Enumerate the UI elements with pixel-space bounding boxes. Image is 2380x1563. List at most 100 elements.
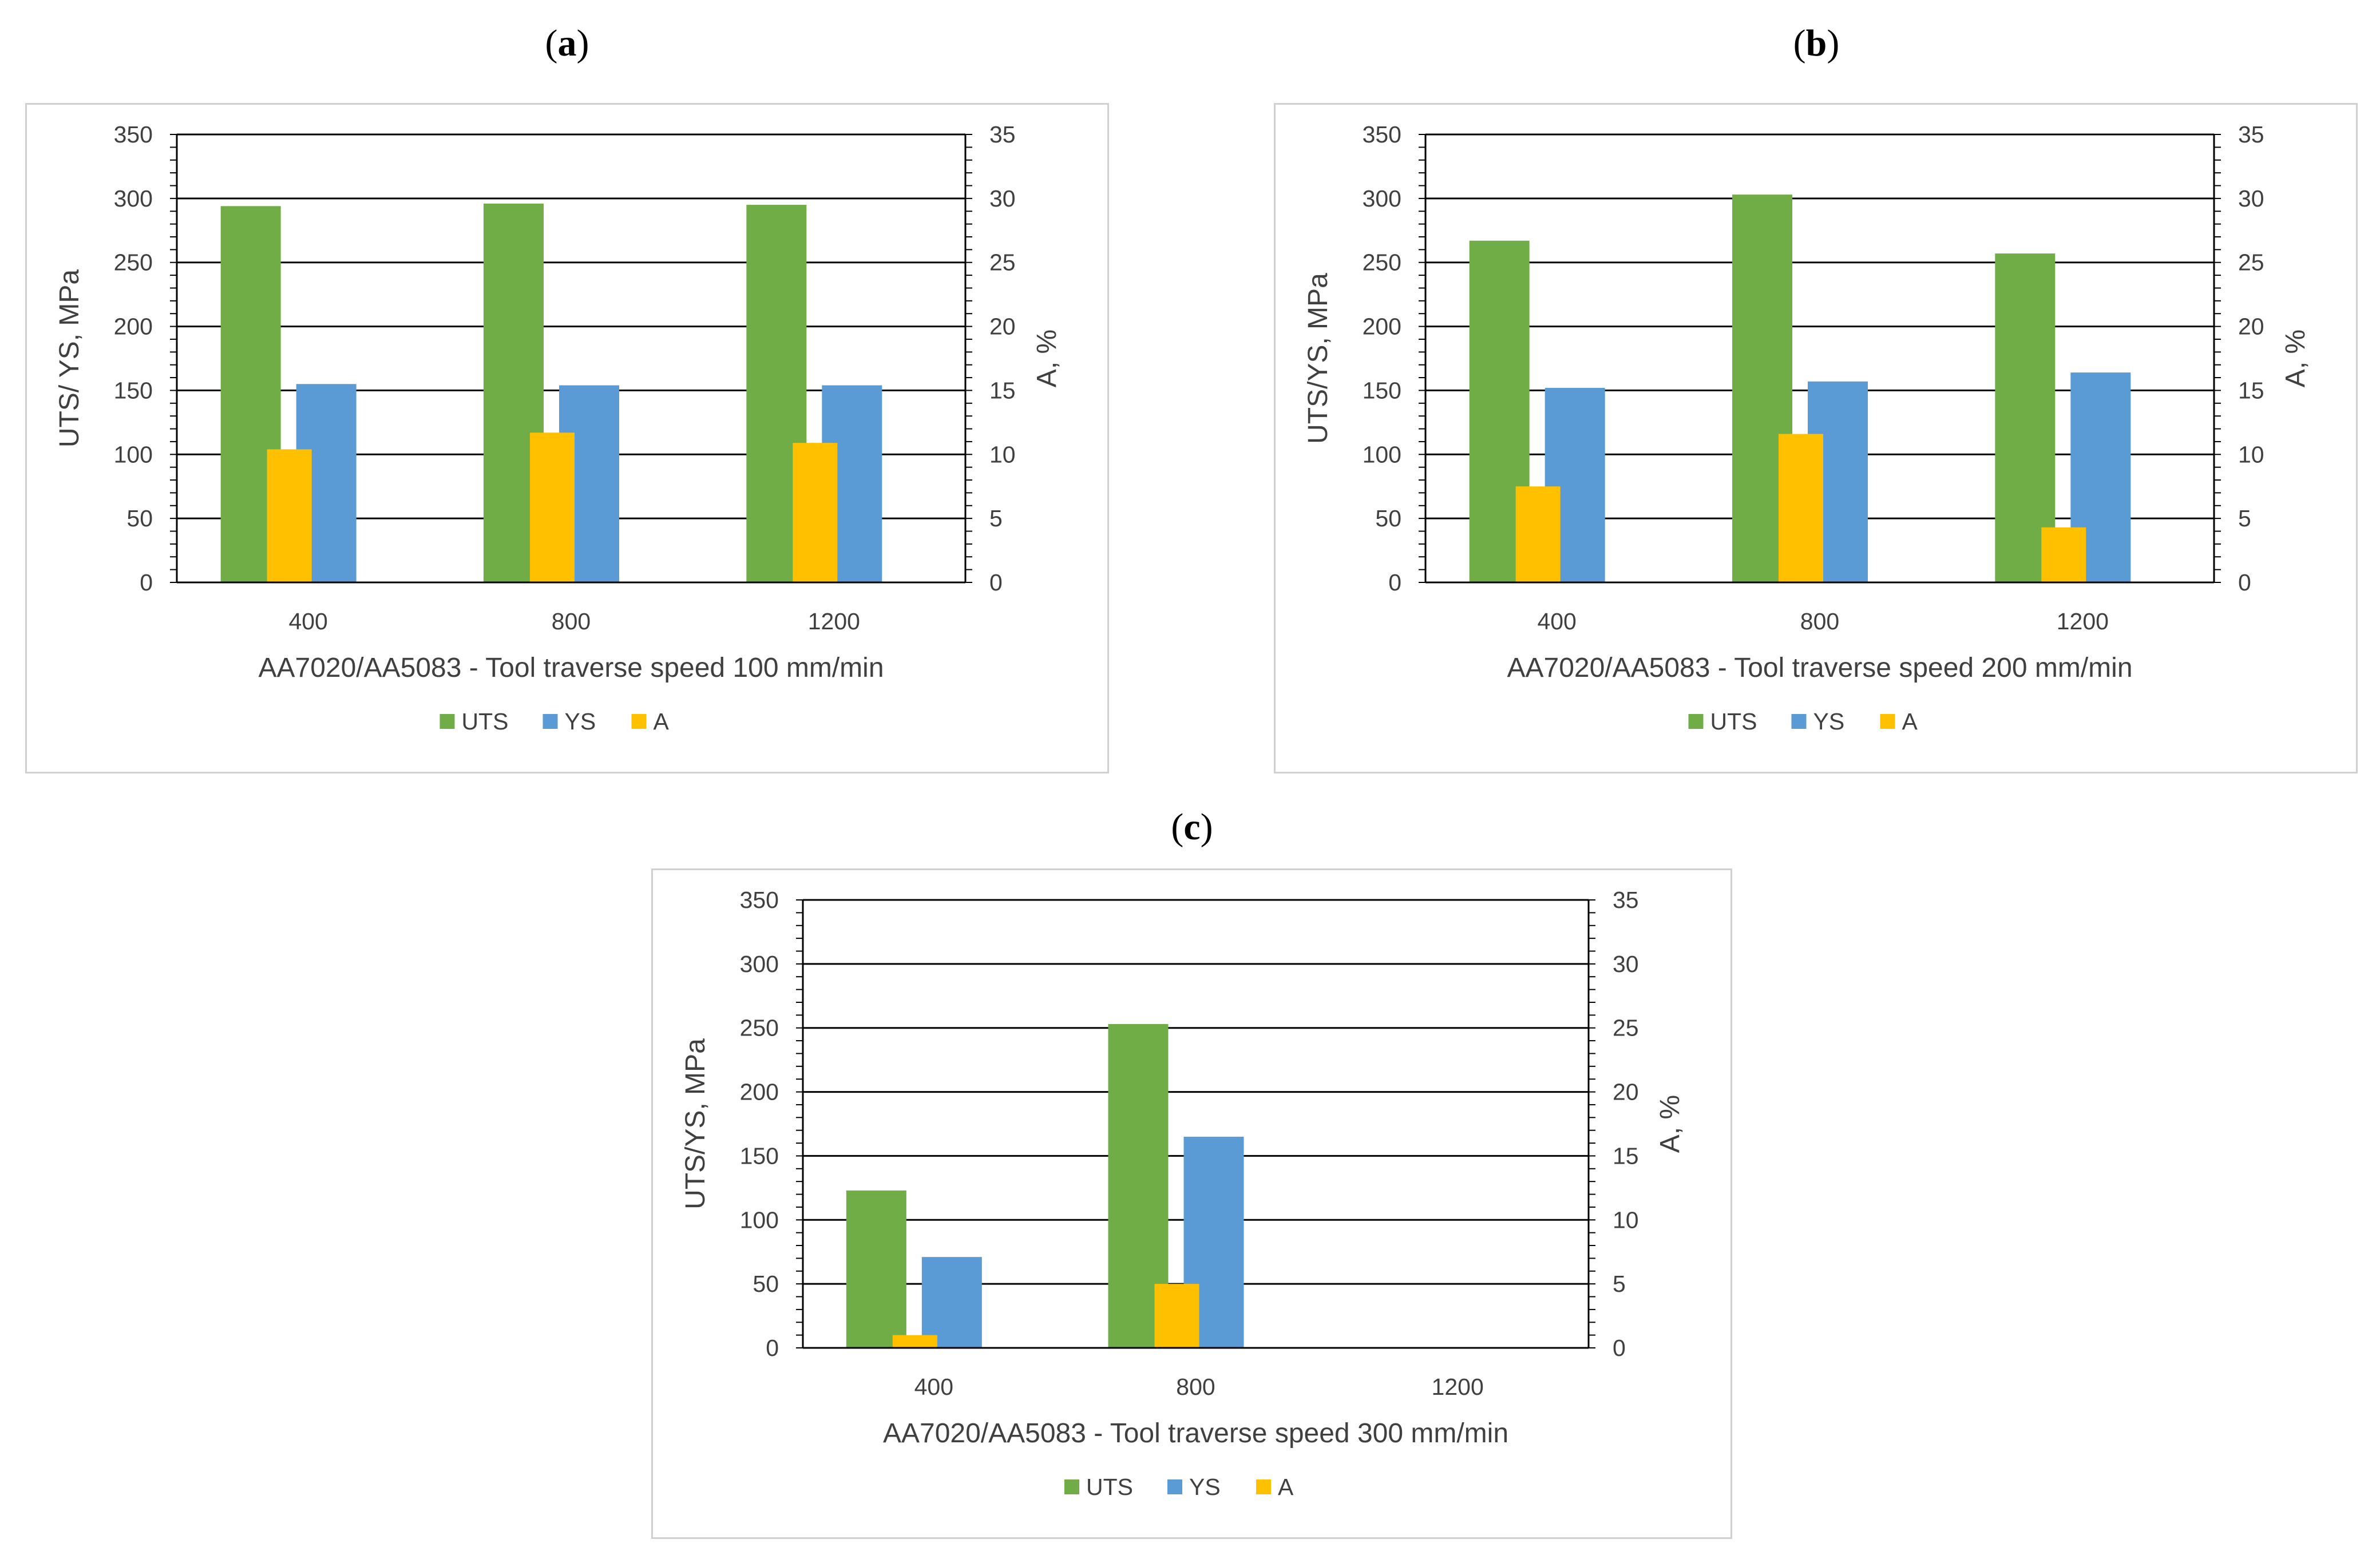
bar-uts <box>846 1190 906 1348</box>
y-tick-label: 300 <box>1363 185 1401 212</box>
y2-tick-label: 35 <box>989 121 1016 148</box>
legend-label-a: A <box>1902 708 1918 735</box>
y2-tick-label: 35 <box>1613 887 1639 913</box>
bar-a <box>1515 486 1561 582</box>
y-tick-label: 0 <box>766 1335 779 1361</box>
y2-tick-label: 15 <box>1613 1143 1639 1169</box>
legend-swatch-uts <box>1688 714 1704 729</box>
bar-a <box>530 433 575 582</box>
label-letter: a <box>557 22 577 64</box>
y2-axis-title: A, % <box>1655 1095 1685 1153</box>
y2-tick-label: 10 <box>989 441 1016 467</box>
chart-a-svg: 0 50 100 150 200 250 300 350 0 5 10 15 20 25 30 35 400 80… <box>54 121 1062 735</box>
y2-tick-label: 25 <box>989 249 1016 276</box>
x-tick-label: 400 <box>288 608 327 634</box>
y-axis-title: UTS/ YS, MPa <box>54 269 85 448</box>
y2-tick-label: 0 <box>989 569 1003 596</box>
legend-swatch-a <box>1880 714 1895 729</box>
y-tick-label: 150 <box>114 377 153 403</box>
x-tick-label: 800 <box>1176 1374 1215 1400</box>
label-open: ( <box>545 22 558 64</box>
y2-tick-label: 30 <box>2238 185 2264 212</box>
y-tick-label: 350 <box>740 887 779 913</box>
x-tick-label: 800 <box>552 608 591 634</box>
y-tick-label: 0 <box>1388 569 1401 596</box>
chart-b: 0 50 100 150 200 250 300 350 0 5 10 15 20 25 30 35 400 80… <box>1274 103 2358 773</box>
label-close: ) <box>1827 22 1840 64</box>
panel-label-c: (c) <box>1135 806 1249 849</box>
y2-tick-label: 30 <box>1613 951 1639 977</box>
y-tick-label: 50 <box>753 1271 779 1297</box>
legend-swatch-ys <box>1791 714 1807 729</box>
y2-tick-label: 5 <box>989 505 1003 531</box>
x-tick-label: 1200 <box>2057 608 2109 634</box>
y-axis-title: UTS/YS, MPa <box>1303 273 1333 444</box>
bar-a <box>892 1335 937 1348</box>
chart-a: 0 50 100 150 200 250 300 350 0 5 10 15 20 25 30 35 400 80… <box>25 103 1109 773</box>
legend-swatch-a <box>1256 1479 1271 1494</box>
x-axis-title: AA7020/AA5083 - Tool traverse speed 100 … <box>258 653 884 683</box>
legend-swatch-ys <box>542 714 558 729</box>
x-axis-title: AA7020/AA5083 - Tool traverse speed 300 … <box>883 1418 1508 1449</box>
panel-label-b: (b) <box>1759 22 1874 65</box>
legend-label-uts: UTS <box>1710 708 1757 735</box>
y2-tick-label: 30 <box>989 185 1016 212</box>
y-tick-label: 150 <box>740 1143 779 1169</box>
y2-tick-label: 0 <box>2238 569 2251 596</box>
x-tick-label: 400 <box>1537 608 1576 634</box>
label-open: ( <box>1793 22 1806 64</box>
x-axis-title: AA7020/AA5083 - Tool traverse speed 200 … <box>1507 653 2132 683</box>
y2-axis-title: A, % <box>1032 330 1062 387</box>
y2-tick-label: 20 <box>989 314 1016 340</box>
bar-a <box>2041 527 2086 582</box>
x-tick-label: 800 <box>1800 608 1839 634</box>
label-close: ) <box>576 22 589 64</box>
chart-c: 0 50 100 150 200 250 300 350 0 5 10 15 20 25 30 35 400 80… <box>651 868 1732 1539</box>
legend-label-ys: YS <box>1189 1474 1221 1500</box>
legend-swatch-a <box>631 714 647 729</box>
y-tick-label: 200 <box>740 1079 779 1105</box>
y2-axis-title: A, % <box>2280 330 2311 387</box>
legend-swatch-ys <box>1167 1479 1182 1494</box>
y-tick-label: 200 <box>114 314 153 340</box>
y2-tick-label: 0 <box>1613 1335 1626 1361</box>
y-tick-label: 50 <box>1375 505 1401 531</box>
y2-tick-label: 35 <box>2238 121 2264 148</box>
y-tick-label: 50 <box>126 505 153 531</box>
y-tick-label: 250 <box>1363 249 1401 276</box>
legend-swatch-uts <box>1064 1479 1079 1494</box>
chart-c-svg: 0 50 100 150 200 250 300 350 0 5 10 15 20 25 30 35 400 80… <box>680 887 1685 1500</box>
x-tick-label: 400 <box>914 1374 953 1400</box>
y2-tick-label: 10 <box>2238 441 2264 467</box>
y-tick-label: 250 <box>740 1015 779 1041</box>
y-tick-label: 200 <box>1363 314 1401 340</box>
bar-a <box>1779 434 1823 582</box>
legend-label-uts: UTS <box>462 708 509 735</box>
y2-tick-label: 25 <box>2238 249 2264 276</box>
legend-label-uts: UTS <box>1086 1474 1133 1500</box>
y2-tick-label: 20 <box>2238 314 2264 340</box>
legend-label-a: A <box>1278 1474 1294 1500</box>
label-letter: c <box>1183 806 1201 848</box>
y2-tick-label: 15 <box>989 377 1016 403</box>
y-tick-label: 100 <box>114 441 153 467</box>
legend-label-ys: YS <box>565 708 596 735</box>
y-axis-title: UTS/YS, MPa <box>680 1038 711 1209</box>
y2-tick-label: 5 <box>1613 1271 1626 1297</box>
y-tick-label: 100 <box>1363 441 1401 467</box>
y-tick-label: 0 <box>140 569 153 596</box>
chart-b-svg: 0 50 100 150 200 250 300 350 0 5 10 15 20 25 30 35 400 80… <box>1303 121 2311 735</box>
label-open: ( <box>1171 806 1184 848</box>
bar-a <box>267 449 312 582</box>
y2-tick-label: 25 <box>1613 1015 1639 1041</box>
y2-tick-label: 10 <box>1613 1207 1639 1233</box>
y2-tick-label: 20 <box>1613 1079 1639 1105</box>
y-tick-label: 300 <box>740 951 779 977</box>
y-tick-label: 300 <box>114 185 153 212</box>
bar-ys <box>921 1257 982 1348</box>
label-letter: b <box>1805 22 1827 64</box>
x-tick-label: 1200 <box>808 608 860 634</box>
x-tick-label: 1200 <box>1432 1374 1484 1400</box>
label-close: ) <box>1200 806 1213 848</box>
panel-label-a: (a) <box>510 22 624 65</box>
